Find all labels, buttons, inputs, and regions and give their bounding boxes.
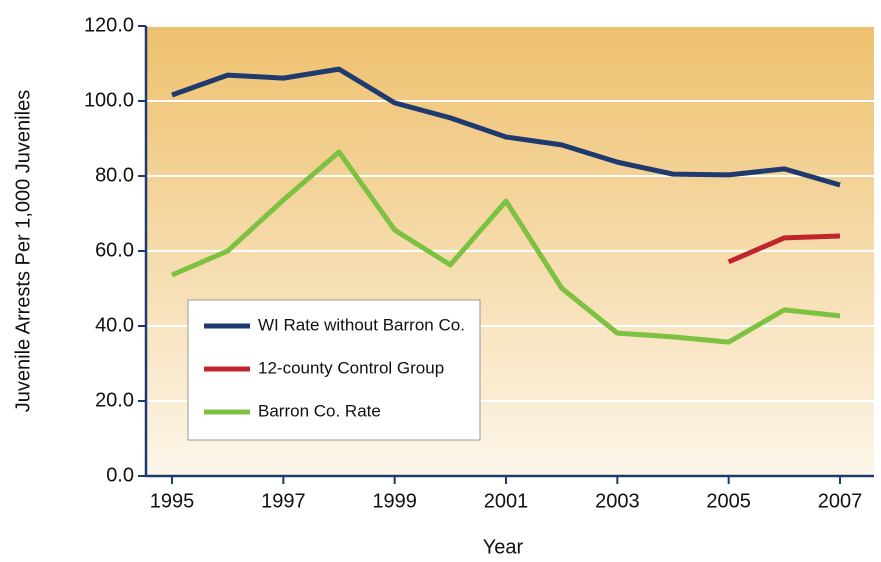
y-tick-label: 60.0 xyxy=(95,239,134,261)
series-line xyxy=(171,66,841,188)
x-tick-label: 2003 xyxy=(595,490,640,512)
legend-label: Barron Co. Rate xyxy=(258,401,381,420)
legend-label: WI Rate without Barron Co. xyxy=(258,315,465,334)
x-tick-label: 1999 xyxy=(372,490,417,512)
x-tick-label: 1997 xyxy=(261,490,306,512)
legend: WI Rate without Barron Co. 12-county Cont… xyxy=(187,299,481,441)
x-tick-label: 1995 xyxy=(150,490,195,512)
y-tick-label: 120.0 xyxy=(84,14,134,36)
legend-label: 12-county Control Group xyxy=(258,358,444,377)
y-tick-label: 20.0 xyxy=(95,389,134,411)
series-line xyxy=(171,149,841,345)
y-axis-label: Juvenile Arrests Per 1,000 Juveniles xyxy=(12,90,34,412)
y-tick-label: 40.0 xyxy=(95,314,134,336)
x-tick-label: 2001 xyxy=(484,490,529,512)
y-tick-label: 0.0 xyxy=(106,464,134,486)
y-tick-label: 80.0 xyxy=(95,164,134,186)
y-tick-label: 100.0 xyxy=(84,89,134,111)
series-line xyxy=(727,233,841,265)
x-axis-label: Year xyxy=(483,536,524,558)
x-tick-label: 2007 xyxy=(818,490,863,512)
x-tick-label: 2005 xyxy=(706,490,751,512)
